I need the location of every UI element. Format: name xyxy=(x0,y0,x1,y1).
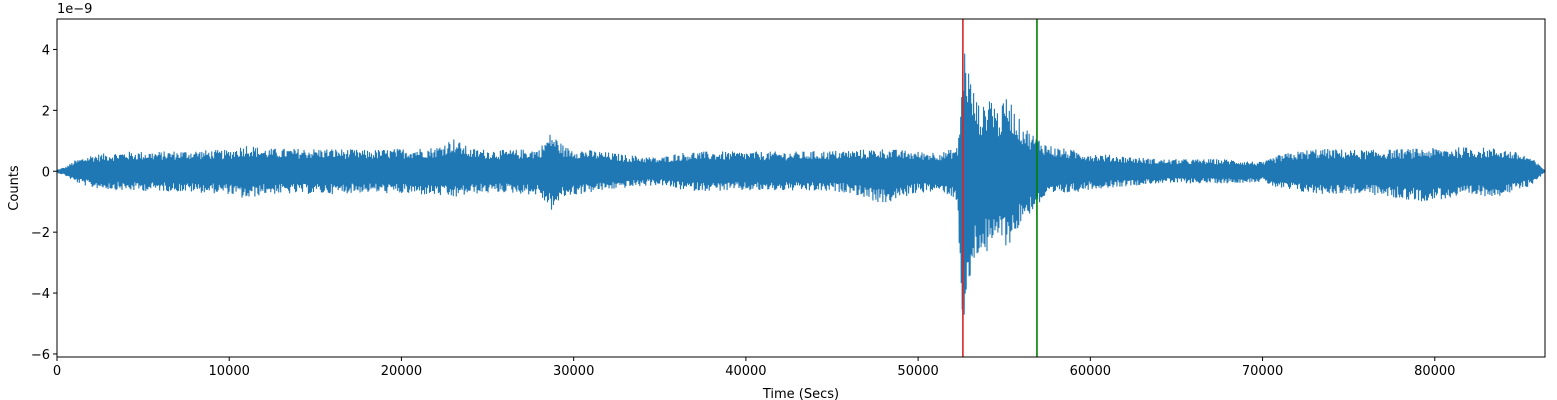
x-axis-label: Time (Secs) xyxy=(762,387,839,400)
x-tick-label: 60000 xyxy=(1070,364,1111,379)
x-tick-label: 20000 xyxy=(381,364,422,379)
y-tick-label: 0 xyxy=(42,165,50,180)
y-offset-text: 1e−9 xyxy=(57,2,92,17)
x-tick-label: 40000 xyxy=(725,364,766,379)
y-tick-label: 2 xyxy=(42,104,50,119)
y-tick-label: −6 xyxy=(31,348,50,363)
x-tick-label: 30000 xyxy=(553,364,594,379)
x-tick-label: 50000 xyxy=(897,364,938,379)
x-tick-label: 80000 xyxy=(1414,364,1455,379)
x-tick-label: 0 xyxy=(53,364,61,379)
series-layer xyxy=(56,51,1546,315)
y-axis-label: Counts xyxy=(7,165,22,211)
y-tick-label: −2 xyxy=(31,226,50,241)
y-axis-ticks: −6 −4 −2 0 2 4 xyxy=(31,43,57,363)
vline-layer xyxy=(962,19,1038,357)
y-tick-label: 4 xyxy=(42,43,50,58)
series-line xyxy=(56,51,1546,315)
y-tick-label: −4 xyxy=(31,287,50,302)
plot-frame xyxy=(56,18,1546,358)
x-tick-label: 10000 xyxy=(209,364,250,379)
x-tick-label: 70000 xyxy=(1242,364,1283,379)
x-axis-ticks: 0 10000 20000 30000 40000 50000 60000 70000 8000… xyxy=(53,357,1455,379)
